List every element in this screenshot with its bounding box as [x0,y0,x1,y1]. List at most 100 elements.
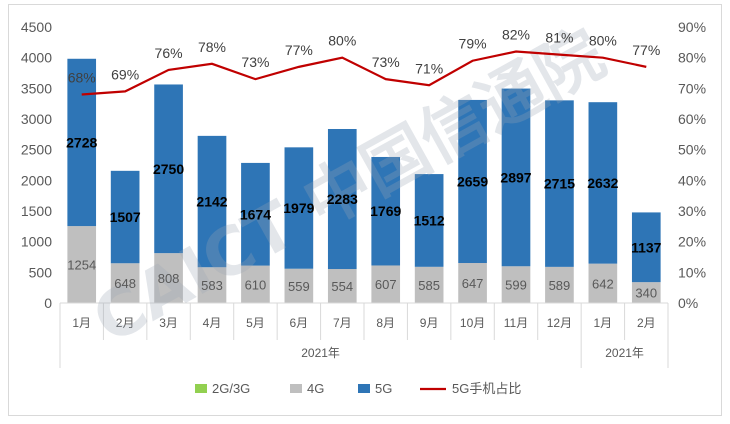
y-right-tick-label: 0% [678,295,698,311]
bar-4g [284,268,314,303]
bar-4g [588,263,618,303]
data-label-4g: 599 [505,278,527,293]
data-label-5g: 2142 [196,194,227,210]
y-right-tick-label: 50% [678,142,706,158]
bar-5g [545,100,574,267]
bar-5g [284,147,314,269]
data-label-5g: 1507 [110,209,141,225]
bar-5g [501,88,531,267]
bar-5g [327,128,357,270]
legend-label: 2G/3G [212,381,250,396]
x-tick-label: 9月 [420,316,439,330]
data-label-4g: 559 [288,279,310,294]
data-label-4g: 647 [462,276,484,291]
year-group-label: 2021年 [605,346,644,360]
bar-4g [154,253,183,303]
y-left-tick-label: 1000 [21,234,52,250]
data-label-5g: 2897 [500,169,531,185]
bar-5g [67,58,97,227]
data-label-5g: 2715 [544,176,575,192]
y-right-tick-label: 90% [678,19,706,35]
data-label-share: 69% [111,66,139,82]
bar-5g [631,212,661,283]
data-label-share: 80% [328,33,356,49]
data-label-4g: 585 [418,278,440,293]
bar-4g [458,263,487,303]
data-label-4g: 610 [245,277,267,292]
data-label-share: 77% [632,42,660,58]
data-label-4g: 340 [635,286,657,301]
bar-5g [197,135,227,268]
legend-label: 5G手机占比 [452,381,521,396]
data-label-5g: 2728 [66,134,97,150]
data-label-share: 79% [459,36,487,52]
data-label-4g: 642 [592,276,614,291]
y-left-tick-label: 500 [29,264,53,280]
bar-4g [241,265,270,303]
y-left-tick-label: 4000 [21,50,52,66]
legend-swatch [195,384,207,393]
bar-4g [414,266,444,303]
x-tick-label: 5月 [246,316,265,330]
bar-4g [67,226,97,303]
data-label-5g: 2659 [457,173,488,189]
legend-label: 4G [307,381,324,396]
data-label-5g: 2632 [587,175,618,191]
bar-4g [197,267,227,303]
y-right-tick-label: 30% [678,203,706,219]
data-label-share: 81% [545,30,573,46]
x-tick-label: 1月 [594,316,613,330]
x-tick-label: 2月 [637,316,656,330]
bar-4g [631,282,661,303]
x-tick-label: 10月 [460,316,485,330]
x-tick-label: 4月 [203,316,222,330]
bar-4g [545,266,574,303]
data-label-share: 77% [285,42,313,58]
x-tick-label: 11月 [504,316,528,330]
data-label-5g: 1137 [631,239,662,255]
bar-4g [371,265,401,303]
data-label-share: 73% [241,54,269,70]
bar-5g [588,102,618,264]
data-label-4g: 808 [158,271,180,286]
bar-4g [501,266,531,303]
share-line [81,50,647,96]
bar-5g [371,156,401,266]
x-tick-label: 3月 [159,316,178,330]
data-label-share: 71% [415,60,443,76]
data-label-5g: 2283 [327,191,358,207]
bar-5g [154,84,183,254]
legend-swatch [290,384,302,393]
y-left-tick-label: 2500 [21,142,52,158]
y-right-tick-label: 20% [678,234,706,250]
bar-5g [458,99,487,264]
data-label-share: 78% [198,39,226,55]
y-left-tick-label: 3500 [21,80,52,96]
data-label-5g: 1674 [240,206,271,222]
legend-swatch [358,384,370,393]
y-right-tick-label: 60% [678,111,706,127]
y-right-tick-label: 80% [678,50,706,66]
bar-5g [241,162,270,266]
data-label-share: 76% [155,45,183,61]
data-label-share: 73% [372,54,400,70]
y-left-tick-label: 0 [44,295,52,311]
x-tick-label: 7月 [333,316,352,330]
bar-5g [414,174,444,267]
data-label-share: 80% [589,33,617,49]
y-left-tick-label: 1500 [21,203,52,219]
x-tick-label: 1月 [72,316,91,330]
y-right-tick-label: 40% [678,172,706,188]
y-left-tick-label: 4500 [21,19,52,35]
data-label-share: 68% [68,69,96,85]
y-right-tick-label: 10% [678,264,706,280]
legend-label: 5G [375,381,392,396]
data-label-4g: 554 [331,279,353,294]
bar-5g [110,170,140,264]
data-label-5g: 1769 [370,203,401,219]
bar-4g [327,269,357,303]
year-group-label: 2021年 [301,346,340,360]
data-label-4g: 583 [201,278,223,293]
y-left-tick-label: 2000 [21,172,52,188]
